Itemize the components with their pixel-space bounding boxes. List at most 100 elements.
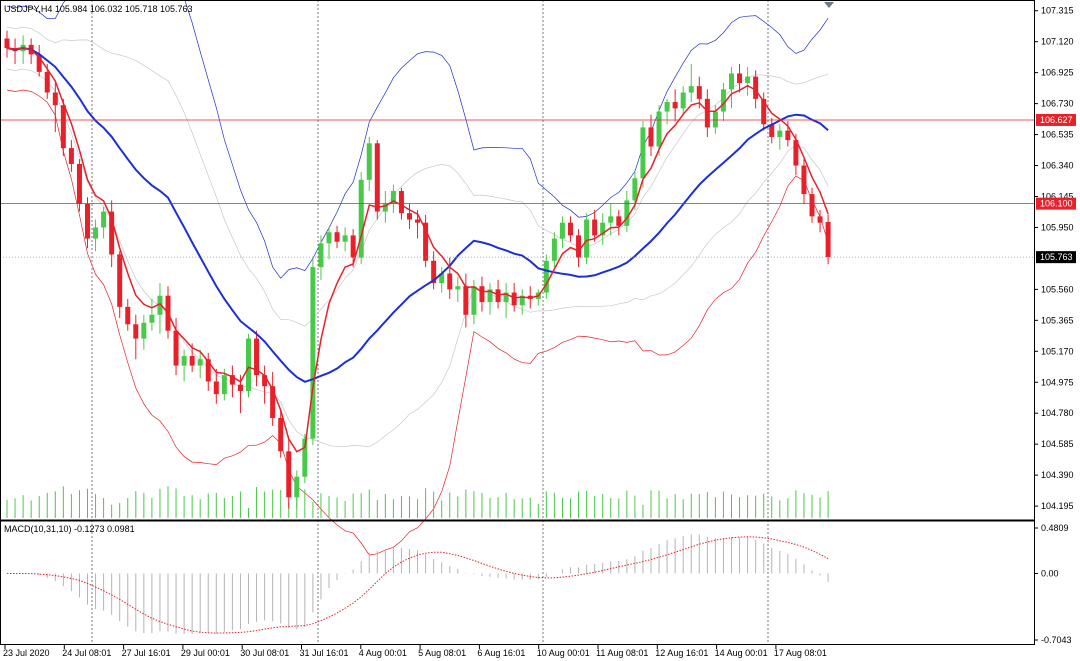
candle[interactable] <box>334 225 340 249</box>
candle-body <box>157 295 163 315</box>
candle[interactable] <box>680 86 686 115</box>
time-tick-label: 23 Jul 2020 <box>3 648 50 658</box>
candle[interactable] <box>616 209 622 236</box>
price-markers: 106.627 106.100 105.763 <box>1036 113 1076 264</box>
candle[interactable] <box>278 410 284 458</box>
candle[interactable] <box>503 283 509 318</box>
candle[interactable] <box>382 190 388 223</box>
candle[interactable] <box>712 105 718 134</box>
candle[interactable] <box>326 227 332 260</box>
candle[interactable] <box>761 92 767 131</box>
candle[interactable] <box>213 368 219 404</box>
candle[interactable] <box>720 82 726 122</box>
candle[interactable] <box>366 136 372 191</box>
candle[interactable] <box>358 171 364 264</box>
candle[interactable] <box>101 206 107 239</box>
candle-body <box>4 38 10 49</box>
candle[interactable] <box>568 216 573 242</box>
candle[interactable] <box>302 433 308 484</box>
candle[interactable] <box>197 349 203 379</box>
candle[interactable] <box>4 30 10 58</box>
candle[interactable] <box>825 214 831 265</box>
candle[interactable] <box>487 283 493 315</box>
candle[interactable] <box>262 365 268 404</box>
candle[interactable] <box>423 214 429 268</box>
candle[interactable] <box>181 349 187 382</box>
candle[interactable] <box>648 114 654 157</box>
candle[interactable] <box>76 159 82 212</box>
chart-shift-icon[interactable] <box>824 2 834 8</box>
candle-body <box>109 211 115 255</box>
candle[interactable] <box>624 190 630 233</box>
candle[interactable] <box>390 184 396 214</box>
candle[interactable] <box>769 117 775 144</box>
candle[interactable] <box>310 259 316 445</box>
candle[interactable] <box>318 235 324 280</box>
candle[interactable] <box>60 98 66 157</box>
time-tick-label: 31 Jul 16:01 <box>300 648 349 658</box>
candle[interactable] <box>455 276 461 303</box>
candle[interactable] <box>439 267 445 293</box>
candle[interactable] <box>109 200 115 268</box>
candle-body <box>52 92 58 106</box>
candle[interactable] <box>173 317 179 376</box>
candle[interactable] <box>817 209 823 233</box>
candle[interactable] <box>608 203 614 236</box>
candle-body <box>286 451 292 498</box>
candle[interactable] <box>584 213 590 264</box>
candle[interactable] <box>592 209 598 242</box>
candle[interactable] <box>133 314 139 360</box>
candle[interactable] <box>543 254 549 299</box>
candle[interactable] <box>777 124 783 150</box>
candle[interactable] <box>688 63 694 103</box>
candle[interactable] <box>52 82 58 133</box>
candle[interactable] <box>294 470 300 509</box>
candle[interactable] <box>117 251 123 318</box>
candle[interactable] <box>374 140 380 220</box>
candle[interactable] <box>551 232 557 268</box>
candle-body <box>712 111 718 128</box>
candle[interactable] <box>286 438 292 509</box>
candle[interactable] <box>672 89 678 122</box>
candle-body <box>680 92 686 109</box>
candle[interactable] <box>93 219 99 252</box>
candle[interactable] <box>254 330 260 387</box>
candle[interactable] <box>85 197 90 249</box>
candle[interactable] <box>576 229 582 268</box>
candle-body <box>270 386 276 418</box>
candle[interactable] <box>745 67 751 96</box>
candle[interactable] <box>205 352 211 391</box>
candle[interactable] <box>519 289 525 315</box>
symbol-info-text: USDJPY,H4 105.984 106.032 105.718 105.76… <box>4 4 193 14</box>
candle[interactable] <box>246 333 251 398</box>
time-tick-label: 6 Aug 16:01 <box>477 648 525 658</box>
candle[interactable] <box>600 213 606 245</box>
candle[interactable] <box>149 298 155 331</box>
candle[interactable] <box>640 121 646 188</box>
time-tick-label: 10 Aug 00:01 <box>537 648 590 658</box>
candle[interactable] <box>809 187 815 223</box>
candle[interactable] <box>36 44 42 77</box>
candle[interactable] <box>463 273 469 328</box>
candle[interactable] <box>729 67 734 109</box>
candle[interactable] <box>141 314 147 350</box>
horizontal-lines-layer[interactable] <box>0 119 1034 258</box>
candle[interactable] <box>801 159 807 204</box>
candle[interactable] <box>125 298 131 331</box>
candle-body <box>801 165 807 195</box>
candle[interactable] <box>350 229 356 268</box>
candle[interactable] <box>431 251 437 290</box>
candle[interactable] <box>704 89 710 137</box>
candle[interactable] <box>342 227 348 252</box>
candle[interactable] <box>479 276 485 312</box>
candles-layer[interactable] <box>4 30 831 509</box>
candle[interactable] <box>559 216 565 249</box>
candle[interactable] <box>407 203 412 230</box>
candle[interactable] <box>737 63 743 93</box>
candle[interactable] <box>157 283 163 334</box>
candle[interactable] <box>229 365 235 398</box>
candle[interactable] <box>68 140 74 172</box>
candle[interactable] <box>656 105 662 157</box>
candle[interactable] <box>270 371 276 426</box>
